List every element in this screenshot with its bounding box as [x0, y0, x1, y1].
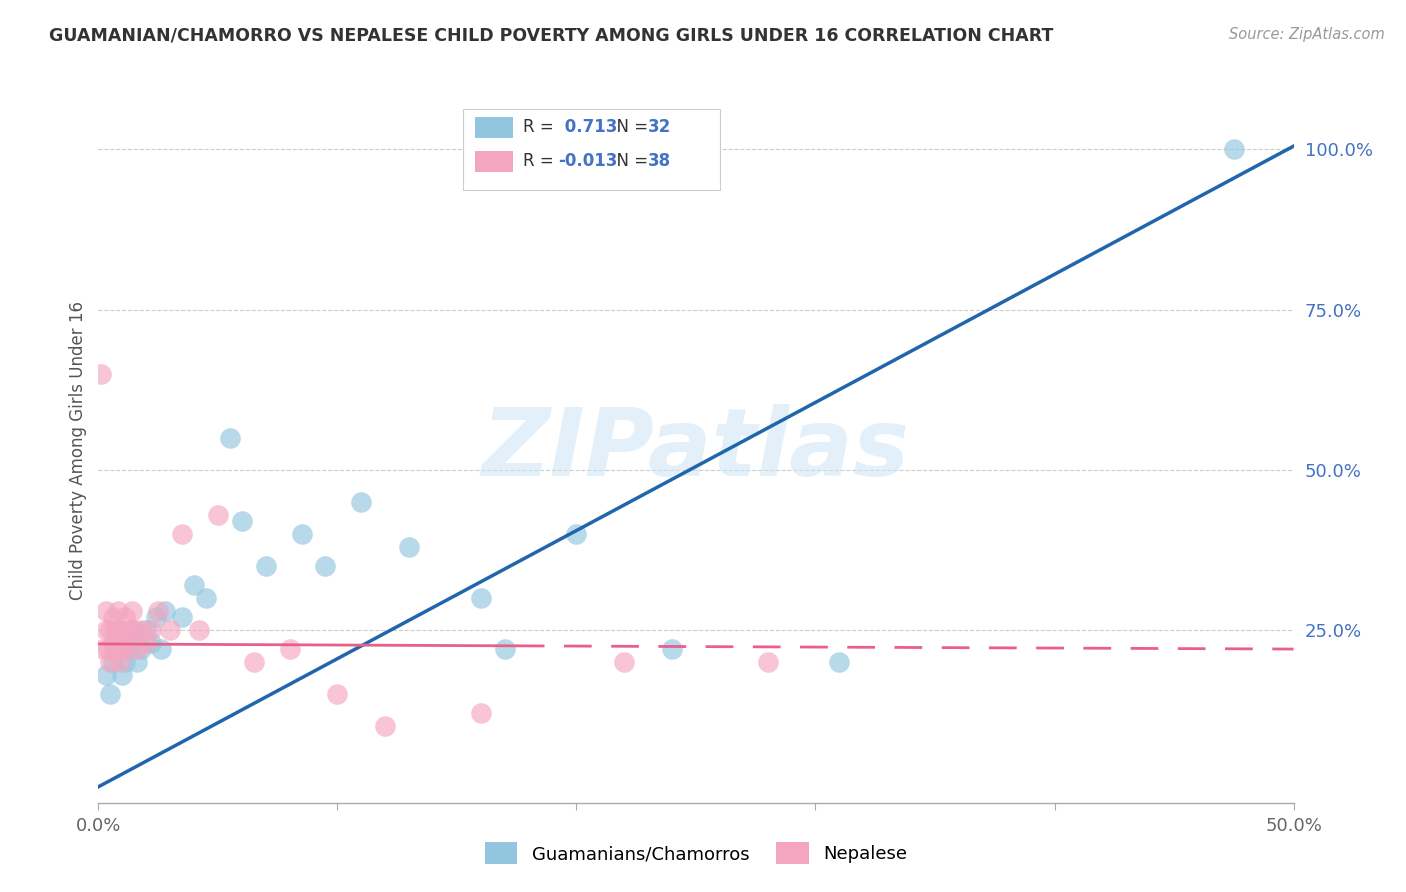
Point — [121, 635, 143, 649]
Point — [107, 623, 129, 637]
Point — [115, 642, 138, 657]
Point — [94, 667, 117, 681]
Point — [159, 623, 181, 637]
Point — [111, 623, 134, 637]
Point — [291, 526, 314, 541]
Point — [278, 642, 301, 657]
Point — [470, 706, 492, 720]
Point — [148, 604, 170, 618]
Point — [565, 526, 588, 541]
Point — [121, 604, 143, 618]
Point — [124, 623, 146, 637]
Point — [98, 623, 122, 637]
Point — [104, 642, 127, 657]
Point — [494, 642, 516, 657]
Point — [172, 526, 194, 541]
Legend: Guamanians/Chamorros, Nepalese: Guamanians/Chamorros, Nepalese — [478, 835, 914, 871]
Point — [115, 642, 138, 657]
Point — [114, 655, 136, 669]
Point — [101, 635, 124, 649]
Text: N =: N = — [606, 118, 654, 136]
Point — [254, 558, 277, 573]
Point — [101, 610, 124, 624]
Point — [231, 514, 253, 528]
Point — [107, 604, 129, 618]
Y-axis label: Child Poverty Among Girls Under 16: Child Poverty Among Girls Under 16 — [69, 301, 87, 600]
Point — [131, 642, 153, 657]
Point — [155, 604, 177, 618]
Point — [326, 687, 349, 701]
Point — [374, 719, 396, 733]
Point — [135, 623, 157, 637]
Point — [219, 431, 242, 445]
Point — [756, 655, 779, 669]
Point — [118, 623, 141, 637]
Point — [207, 508, 229, 522]
Point — [90, 367, 112, 381]
Point — [139, 635, 162, 649]
Point — [470, 591, 492, 605]
Point — [172, 610, 194, 624]
FancyBboxPatch shape — [463, 109, 720, 190]
Point — [98, 687, 122, 701]
Point — [125, 642, 148, 657]
Point — [145, 610, 167, 624]
Point — [350, 494, 373, 508]
Point — [828, 655, 851, 669]
Point — [183, 578, 205, 592]
Point — [111, 667, 134, 681]
Point — [97, 642, 120, 657]
Point — [101, 655, 124, 669]
Point — [1223, 142, 1246, 156]
Point — [114, 610, 136, 624]
Point — [107, 642, 129, 657]
Point — [613, 655, 636, 669]
Point — [139, 623, 162, 637]
Point — [111, 635, 134, 649]
Text: GUAMANIAN/CHAMORRO VS NEPALESE CHILD POVERTY AMONG GIRLS UNDER 16 CORRELATION CH: GUAMANIAN/CHAMORRO VS NEPALESE CHILD POV… — [49, 27, 1053, 45]
Text: Source: ZipAtlas.com: Source: ZipAtlas.com — [1229, 27, 1385, 42]
Point — [149, 642, 172, 657]
Text: 38: 38 — [648, 152, 671, 169]
Text: R =: R = — [523, 118, 558, 136]
FancyBboxPatch shape — [475, 117, 513, 138]
Point — [187, 623, 209, 637]
Point — [108, 642, 131, 657]
Point — [104, 623, 127, 637]
Point — [661, 642, 683, 657]
Text: N =: N = — [606, 152, 654, 169]
Point — [243, 655, 266, 669]
Point — [98, 655, 122, 669]
Text: -0.013: -0.013 — [558, 152, 617, 169]
FancyBboxPatch shape — [475, 151, 513, 172]
Text: ZIPatlas: ZIPatlas — [482, 404, 910, 497]
Point — [125, 655, 148, 669]
Point — [94, 604, 117, 618]
Point — [131, 623, 153, 637]
Point — [135, 635, 157, 649]
Text: 32: 32 — [648, 118, 672, 136]
Point — [398, 540, 420, 554]
Text: 0.713: 0.713 — [558, 118, 617, 136]
Point — [195, 591, 218, 605]
Point — [94, 623, 117, 637]
Point — [124, 623, 146, 637]
Point — [315, 558, 337, 573]
Point — [108, 655, 131, 669]
Text: R =: R = — [523, 152, 558, 169]
Point — [91, 642, 114, 657]
